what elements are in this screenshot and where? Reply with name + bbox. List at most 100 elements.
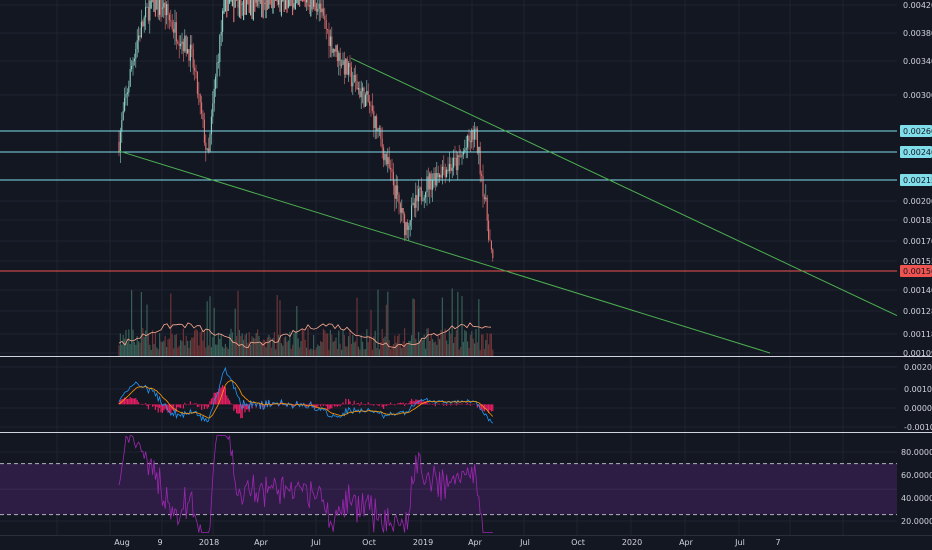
volume-bar: [128, 329, 130, 356]
candle-body: [136, 40, 138, 49]
volume-bar: [167, 339, 169, 356]
candle-body: [490, 240, 492, 250]
candle-body: [229, 0, 231, 4]
volume-bar: [443, 334, 445, 356]
candle-body: [439, 174, 441, 178]
candle-body: [468, 135, 470, 142]
price-tick-label: 0.001280: [903, 307, 932, 316]
price-tick-label: 0.004200: [903, 1, 932, 10]
volume-bar: [329, 329, 331, 356]
rsi-tick-label: 40.0000: [901, 494, 932, 503]
candle-body: [294, 0, 296, 10]
volume-bar: [243, 339, 245, 356]
time-tick-label: 2018: [199, 538, 219, 547]
candle-body: [430, 173, 432, 190]
candle-body: [138, 35, 140, 41]
volume-bar: [387, 291, 389, 356]
volume-bar: [324, 330, 326, 356]
candle-body: [233, 0, 235, 23]
candle-body: [334, 49, 336, 52]
price-tick-label: 0.003800: [903, 29, 932, 38]
volume-bar: [418, 332, 420, 356]
volume-bar: [248, 332, 250, 356]
volume-bar: [240, 335, 242, 356]
volume-bar: [286, 341, 288, 356]
candle-body: [152, 0, 154, 3]
volume-bar: [419, 341, 421, 356]
volume-bar: [355, 341, 357, 356]
volume-bar: [328, 349, 330, 356]
price-badge: [900, 125, 932, 137]
volume-bar: [150, 349, 152, 356]
volume-bar: [364, 349, 366, 356]
volume-bar: [145, 330, 147, 356]
candle-body: [206, 148, 208, 150]
candle-body: [306, 0, 308, 3]
price-tick-label: 0.001400: [903, 286, 932, 295]
candle-body: [299, 0, 301, 7]
volume-bar: [345, 346, 347, 356]
time-axis[interactable]: Aug 9 2018 Apr Jul Oct 2019 Apr Jul Oct 2020 Apr Jul…: [114, 538, 780, 547]
volume-bar: [478, 299, 480, 356]
volume-bar: [458, 349, 460, 356]
candle-body: [278, 0, 280, 5]
volume-bar: [244, 335, 246, 356]
rsi-axis[interactable]: 80.0000 60.0000 40.0000 20.0000: [901, 448, 932, 526]
volume-bar: [420, 338, 422, 356]
volume-bar: [383, 338, 385, 356]
candle-body: [293, 3, 295, 8]
candle-body: [328, 29, 330, 46]
candle-body: [297, 0, 299, 6]
price-axis[interactable]: 0.004200 0.003800 0.003400 0.003000 0.002607…: [900, 1, 932, 358]
candle-body: [131, 65, 133, 69]
candle-body: [160, 0, 162, 18]
volume-bar: [140, 291, 142, 356]
candle-body: [457, 155, 459, 171]
candle-body: [357, 88, 359, 90]
candle-body: [363, 87, 365, 107]
volume-bar: [412, 298, 414, 356]
volume-bar: [338, 330, 340, 356]
candle-body: [184, 35, 186, 52]
candle-body: [230, 0, 232, 2]
candle-body: [346, 58, 348, 75]
candle-body: [198, 93, 200, 95]
candle-body: [356, 80, 358, 90]
volume-bar: [450, 333, 452, 356]
candle-body: [444, 169, 446, 177]
volume-bar: [238, 330, 240, 356]
volume-bar: [406, 343, 408, 356]
candle-body: [450, 163, 452, 171]
candle-body: [153, 0, 155, 12]
price-tick-label: 0.001700: [903, 237, 932, 246]
price-tick-label: 0.002000: [903, 197, 932, 206]
volume-bar: [426, 328, 428, 356]
volume-bar: [297, 338, 299, 356]
candle-body: [192, 49, 194, 68]
macd-axis[interactable]: 0.0020 0.0010 0.0000 -0.0010: [904, 363, 932, 432]
volume-bar: [346, 346, 348, 356]
candle-body: [118, 141, 120, 152]
candle-body: [188, 49, 190, 61]
volume-bar: [395, 342, 397, 356]
volume-bar: [224, 343, 226, 356]
candle-body: [395, 185, 397, 199]
candle-body: [163, 2, 165, 8]
candle-body: [336, 45, 338, 61]
volume-bar: [290, 348, 292, 356]
volume-bar: [289, 331, 291, 356]
candle-body: [482, 175, 484, 197]
volume-bar: [315, 347, 317, 356]
candle-body: [339, 52, 341, 66]
volume-bar: [451, 288, 453, 356]
candle-body: [122, 110, 124, 121]
candle-body: [128, 86, 130, 93]
signal-line: [118, 380, 494, 419]
candle-body: [139, 35, 141, 38]
candle-body: [415, 195, 417, 208]
time-tick-label: Jul: [310, 538, 321, 547]
rsi-tick-label: 80.0000: [901, 448, 932, 457]
candle-body: [367, 91, 369, 102]
candle-body: [119, 131, 121, 152]
